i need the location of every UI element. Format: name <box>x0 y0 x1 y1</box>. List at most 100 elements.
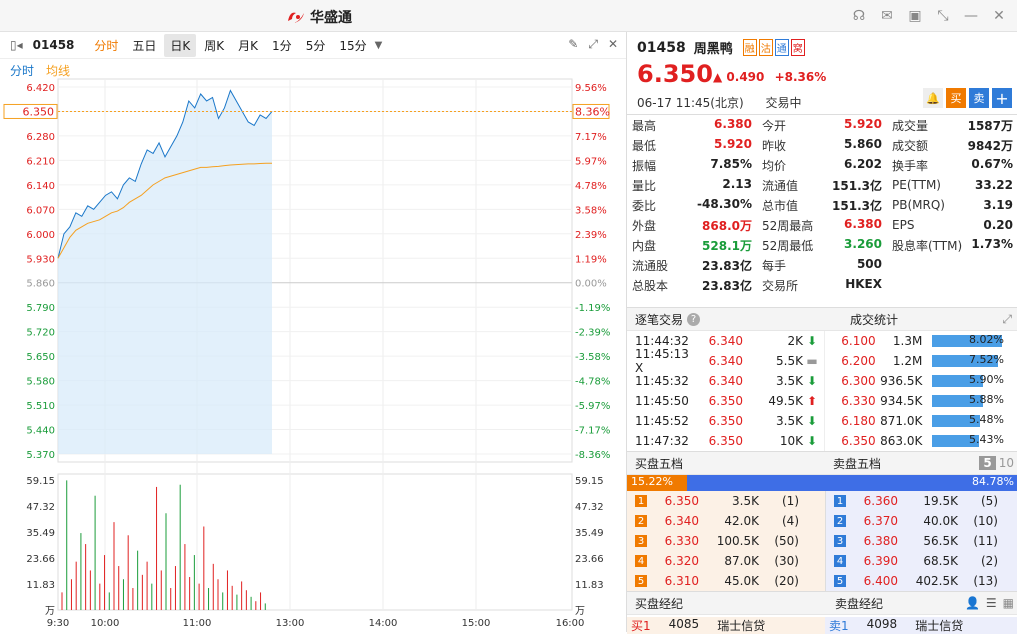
ask-price: 6.360 <box>846 494 898 508</box>
stat-label: PE(TTM) <box>892 178 941 192</box>
alert-bell-icon[interactable]: 🔔 <box>923 88 943 108</box>
quote-code: 01458 <box>637 40 686 56</box>
ask-level-index: 3 <box>834 535 846 547</box>
down-arrow-icon: ⬇ <box>807 434 817 448</box>
trade-time: 11:44:32 <box>627 334 693 348</box>
help-icon[interactable]: ? <box>687 313 700 326</box>
pct-tick-label: -7.17% <box>575 426 610 437</box>
grid-view-icon[interactable]: ▦ <box>1003 596 1014 610</box>
stat-value: 33.22 <box>975 178 1013 192</box>
add-watchlist-icon[interactable]: + <box>992 88 1012 108</box>
close-icon[interactable]: ✕ <box>985 6 1013 26</box>
x-tick-label: 9:30 <box>47 618 69 629</box>
stat-label: 每手 <box>762 257 786 274</box>
y-tick-label: 6.210 <box>26 156 55 167</box>
bid-count: (20) <box>759 574 799 588</box>
price-change: ▲ 0.490 +8.36% <box>713 70 826 84</box>
trade-volume: 10K <box>743 434 803 448</box>
bid-level-index: 3 <box>635 535 647 547</box>
dist-volume: 934.5K <box>876 394 923 408</box>
restore-icon[interactable]: ⤡ <box>929 6 957 26</box>
stats-title: 成交统计 <box>850 311 898 328</box>
down-arrow-icon: ⬇ <box>807 334 817 348</box>
stat-label: 内盘 <box>632 237 656 254</box>
ask-volume: 40.0K <box>898 514 958 528</box>
y-tick-label: 6.000 <box>26 230 55 241</box>
stat-label: 外盘 <box>632 217 656 234</box>
pct-tick-label: 9.56% <box>575 83 607 94</box>
bid-broker-id: 4085 <box>669 617 700 634</box>
trade-price: 6.340 <box>693 334 743 348</box>
y-tick-label: 6.140 <box>26 181 55 192</box>
ask-level-index: 1 <box>834 495 846 507</box>
ask-volume: 68.5K <box>898 554 958 568</box>
list-view-icon[interactable]: ☰ <box>986 596 997 610</box>
volume-tick-label: 59.15 <box>26 476 55 487</box>
stat-label: 总市值 <box>762 197 798 214</box>
headset-icon[interactable]: ☊ <box>845 6 873 26</box>
stat-label: 振幅 <box>632 157 656 174</box>
skin-icon[interactable]: ▣ <box>901 6 929 26</box>
stat-label: 量比 <box>632 177 656 194</box>
dist-volume: 1.3M <box>876 334 923 348</box>
stat-value: 151.3亿 <box>832 197 882 214</box>
dist-pct: 5.48% <box>969 413 1004 426</box>
ask-price: 6.390 <box>846 554 898 568</box>
dist-pct: 5.88% <box>969 393 1004 406</box>
trade-time: 11:45:52 <box>627 414 693 428</box>
stat-value: 3.19 <box>983 198 1013 212</box>
stat-label: 总股本 <box>632 277 668 294</box>
change-value: 0.490 <box>726 70 764 84</box>
dist-volume: 936.5K <box>876 374 923 388</box>
level-10-toggle[interactable]: 10 <box>999 456 1014 470</box>
trade-price: 6.350 <box>693 414 743 428</box>
ask-level-index: 4 <box>834 555 846 567</box>
stat-cell: 委比-48.30% <box>627 197 757 214</box>
bid-count: (1) <box>759 494 799 508</box>
user-icon[interactable]: 👤 <box>965 596 980 610</box>
expand-icon[interactable]: ⤢ <box>1002 312 1012 327</box>
bid-price: 6.320 <box>647 554 699 568</box>
intraday-chart[interactable]: 6.4209.56%6.3508.36%6.2807.17%6.2105.97%… <box>0 32 626 632</box>
buy-button[interactable]: 买 <box>946 88 966 108</box>
stat-value: 6.202 <box>844 157 882 174</box>
x-tick-label: 11:00 <box>183 618 212 629</box>
pct-tick-label: 3.58% <box>575 205 607 216</box>
title-bar: 华盛通 ☊ ✉ ▣ ⤡ — ✕ <box>0 0 1017 32</box>
trade-volume: 49.5K <box>743 394 803 408</box>
dist-volume: 1.2M <box>876 354 923 368</box>
y-tick-label: 5.440 <box>26 426 55 437</box>
stat-value: 2.13 <box>722 177 752 194</box>
mail-icon[interactable]: ✉ <box>873 6 901 26</box>
level-5-toggle[interactable]: 5 <box>979 456 995 470</box>
ask-broker-row: 卖1 4098 瑞士信贷 <box>825 617 1017 634</box>
ask-broker-id: 4098 <box>867 617 898 634</box>
minimize-icon[interactable]: — <box>957 6 985 26</box>
ask-volume: 56.5K <box>898 534 958 548</box>
volume-tick-label-right: 23.66 <box>575 554 604 565</box>
sell-button[interactable]: 卖 <box>969 88 989 108</box>
volume-tick-label-right: 万 <box>575 606 585 617</box>
stat-value: 151.3亿 <box>832 177 882 194</box>
bid-level-index: 2 <box>635 515 647 527</box>
stat-cell: PE(TTM) 33.22 <box>887 178 1017 192</box>
volume-tick-label-right: 47.32 <box>575 502 604 513</box>
orderbook-header: 买盘五档 卖盘五档 5 10 <box>627 451 1017 475</box>
